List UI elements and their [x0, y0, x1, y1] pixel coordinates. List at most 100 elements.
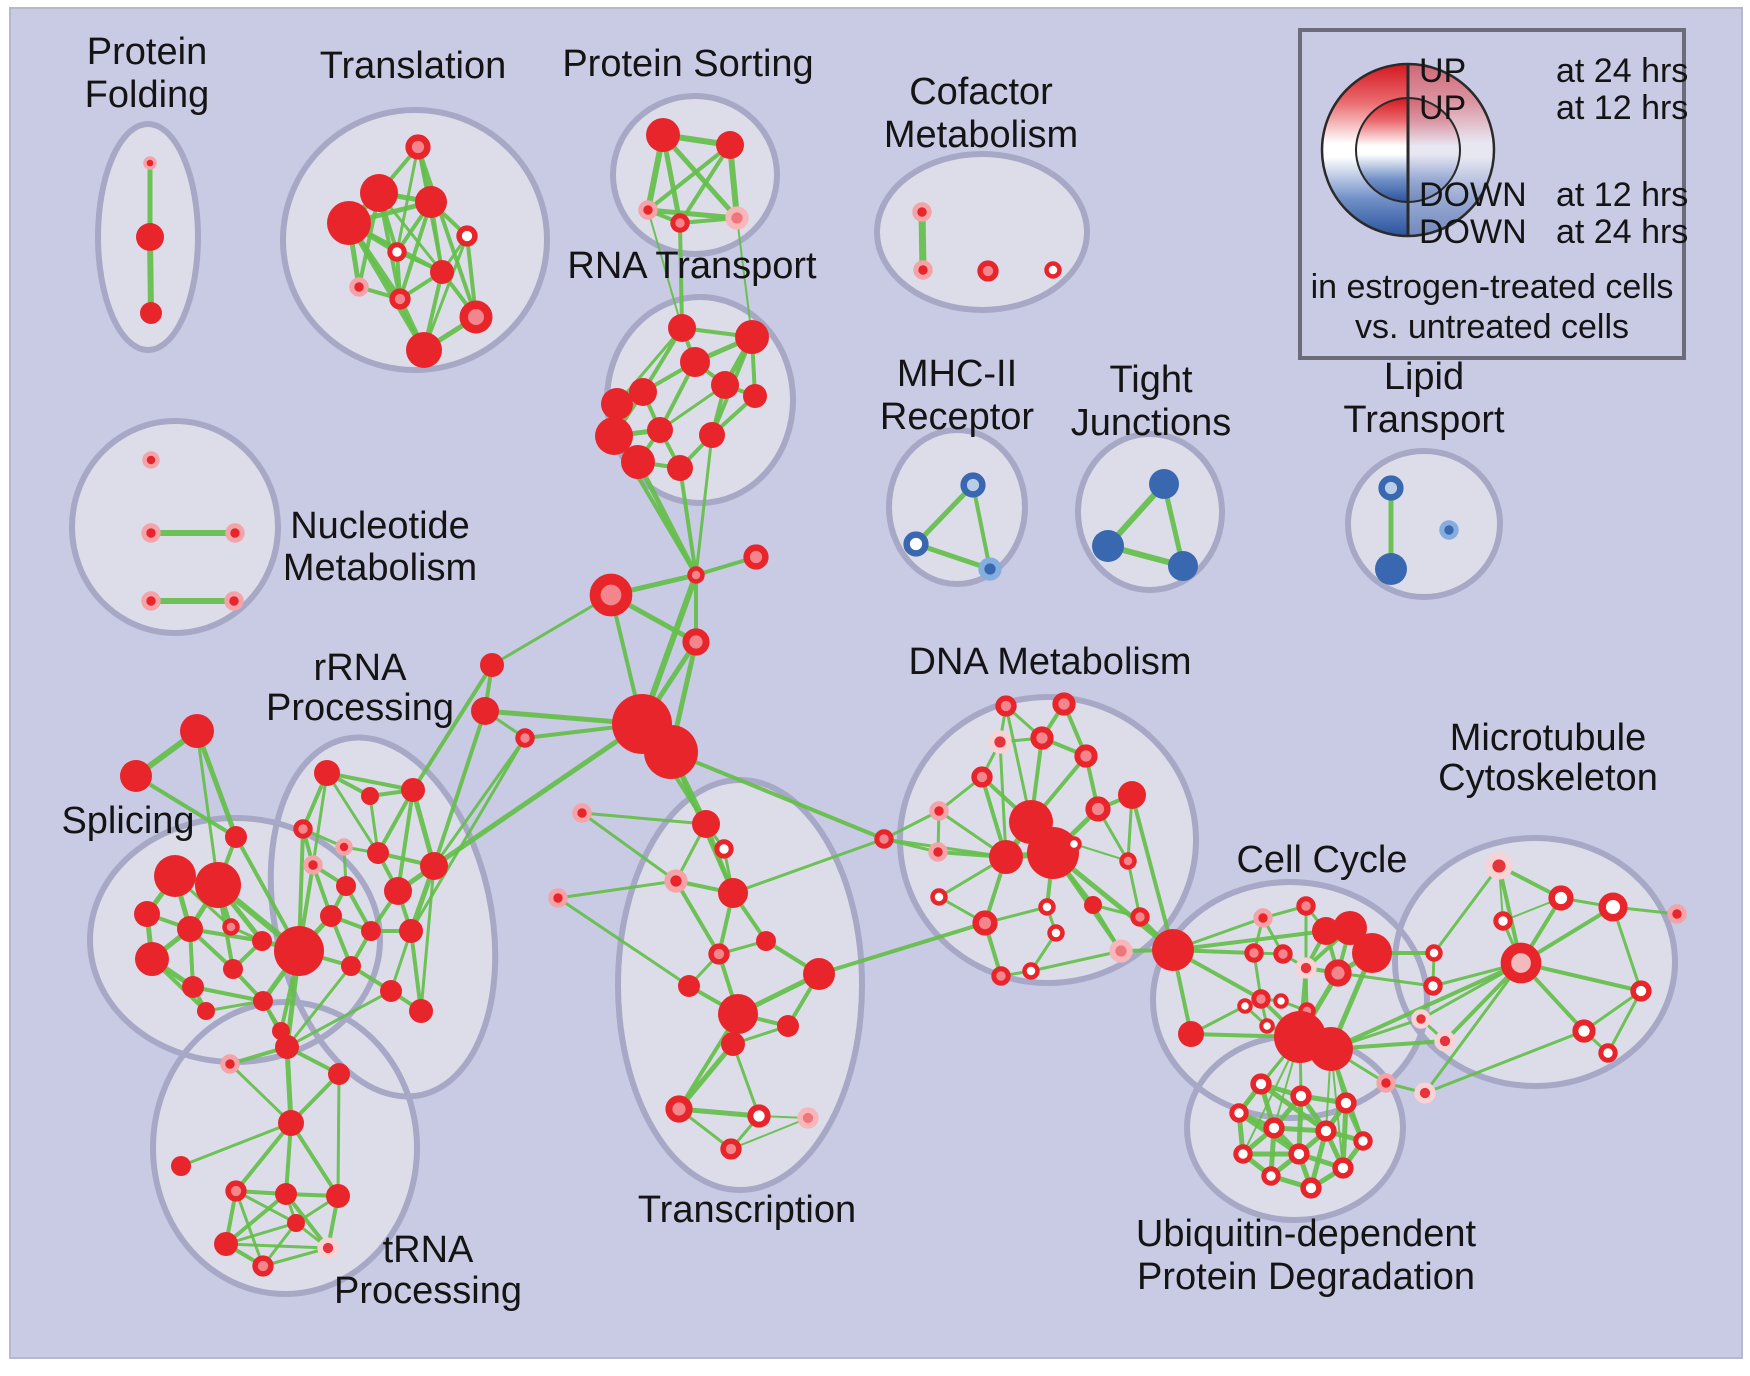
- node-rt9[interactable]: [647, 417, 673, 443]
- node-r5[interactable]: [335, 838, 353, 856]
- node-t2[interactable]: [360, 174, 398, 212]
- node-tx15[interactable]: [797, 1107, 819, 1129]
- node-tr1[interactable]: [180, 714, 214, 748]
- node-cm4[interactable]: [1044, 261, 1062, 279]
- node-d21[interactable]: [1022, 962, 1040, 980]
- node-t5[interactable]: [456, 225, 478, 247]
- node-ccr1[interactable]: [1425, 944, 1443, 962]
- node-j1[interactable]: [687, 566, 705, 584]
- node-d7[interactable]: [1118, 781, 1146, 809]
- node-r14[interactable]: [341, 956, 361, 976]
- node-d14[interactable]: [1119, 852, 1137, 870]
- node-d18[interactable]: [1047, 924, 1065, 942]
- node-t9[interactable]: [389, 288, 411, 310]
- node-cm1[interactable]: [912, 202, 932, 222]
- node-d11[interactable]: [989, 840, 1023, 874]
- node-w4[interactable]: [278, 1110, 304, 1136]
- node-u12[interactable]: [1300, 1177, 1322, 1199]
- node-w10[interactable]: [317, 1237, 339, 1259]
- node-tx13[interactable]: [665, 1095, 693, 1123]
- node-tx12[interactable]: [721, 1032, 745, 1056]
- node-d19[interactable]: [1084, 896, 1102, 914]
- node-r9[interactable]: [384, 877, 412, 905]
- node-tx5[interactable]: [548, 888, 568, 908]
- node-nm3[interactable]: [225, 523, 245, 543]
- node-bb1[interactable]: [1178, 1021, 1204, 1047]
- node-tx3[interactable]: [664, 869, 688, 893]
- node-u4[interactable]: [1229, 1103, 1249, 1123]
- node-tx5b[interactable]: [572, 803, 592, 823]
- node-nm4[interactable]: [141, 591, 161, 611]
- node-lp1[interactable]: [1378, 475, 1404, 501]
- node-u8[interactable]: [1233, 1144, 1253, 1164]
- node-m2[interactable]: [1548, 885, 1574, 911]
- node-tj2[interactable]: [1092, 530, 1124, 562]
- node-r10[interactable]: [336, 876, 356, 896]
- node-rt10[interactable]: [699, 422, 725, 448]
- node-r13[interactable]: [399, 919, 423, 943]
- node-tx16[interactable]: [720, 1138, 742, 1160]
- node-p1[interactable]: [1376, 1073, 1396, 1093]
- node-tx9[interactable]: [718, 994, 758, 1034]
- node-s4[interactable]: [177, 916, 203, 942]
- node-r4[interactable]: [293, 819, 313, 839]
- node-d9[interactable]: [928, 842, 948, 862]
- node-u6[interactable]: [1315, 1120, 1337, 1142]
- node-r11[interactable]: [320, 905, 342, 927]
- node-m4[interactable]: [1500, 942, 1542, 984]
- node-lp2[interactable]: [1375, 553, 1407, 585]
- node-nm5[interactable]: [224, 591, 244, 611]
- node-w2[interactable]: [220, 1054, 240, 1074]
- node-p2[interactable]: [1414, 1082, 1436, 1104]
- node-rt5[interactable]: [711, 371, 739, 399]
- node-nm2[interactable]: [141, 523, 161, 543]
- node-tx1[interactable]: [692, 810, 720, 838]
- node-d20[interactable]: [1130, 907, 1150, 927]
- node-w9[interactable]: [214, 1232, 238, 1256]
- node-cc5[interactable]: [1352, 933, 1392, 973]
- node-r12[interactable]: [361, 921, 381, 941]
- node-b3[interactable]: [515, 728, 535, 748]
- node-b1[interactable]: [480, 653, 504, 677]
- node-w5[interactable]: [171, 1156, 191, 1176]
- node-m7[interactable]: [1667, 904, 1687, 924]
- node-d13[interactable]: [1066, 836, 1082, 852]
- node-w3[interactable]: [328, 1063, 350, 1085]
- node-cm3[interactable]: [977, 260, 999, 282]
- node-m6[interactable]: [1598, 892, 1628, 922]
- node-u7[interactable]: [1353, 1131, 1373, 1151]
- node-d4[interactable]: [971, 766, 993, 788]
- node-u2[interactable]: [1290, 1085, 1312, 1107]
- node-t8[interactable]: [349, 277, 369, 297]
- node-mh2[interactable]: [903, 531, 929, 557]
- node-s11[interactable]: [253, 991, 273, 1011]
- node-rt7[interactable]: [601, 388, 633, 420]
- node-u11[interactable]: [1261, 1166, 1281, 1186]
- node-tj1[interactable]: [1149, 469, 1179, 499]
- node-cc7[interactable]: [1273, 944, 1293, 964]
- node-u5[interactable]: [1263, 1117, 1285, 1139]
- node-rt12[interactable]: [667, 455, 693, 481]
- node-t10[interactable]: [459, 300, 493, 334]
- node-b2[interactable]: [471, 697, 499, 725]
- node-lp3[interactable]: [1439, 520, 1459, 540]
- node-pf1[interactable]: [143, 156, 157, 170]
- node-d1[interactable]: [988, 730, 1012, 754]
- node-ps3[interactable]: [638, 200, 658, 220]
- node-w11[interactable]: [252, 1255, 274, 1277]
- node-cc4[interactable]: [1333, 911, 1367, 945]
- node-ccr3[interactable]: [1411, 1009, 1431, 1029]
- node-cc10[interactable]: [1251, 989, 1271, 1009]
- node-j3[interactable]: [589, 573, 633, 617]
- node-s7[interactable]: [182, 976, 204, 998]
- node-ps4[interactable]: [670, 213, 690, 233]
- node-s12[interactable]: [274, 926, 324, 976]
- node-s6[interactable]: [222, 918, 240, 936]
- node-rt3[interactable]: [680, 347, 710, 377]
- node-tx11[interactable]: [777, 1015, 799, 1037]
- node-ps5[interactable]: [725, 206, 749, 230]
- node-t1[interactable]: [405, 134, 431, 160]
- node-rt6[interactable]: [743, 384, 767, 408]
- node-cc11[interactable]: [1273, 993, 1289, 1009]
- node-r1[interactable]: [314, 760, 340, 786]
